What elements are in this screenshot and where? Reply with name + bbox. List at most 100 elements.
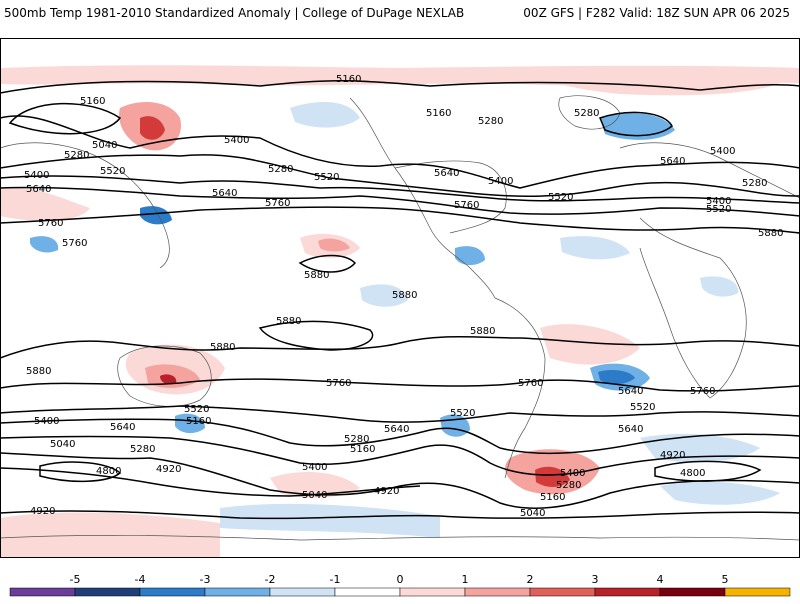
contour-label: 5640 [212, 188, 237, 199]
contour-label: 5640 [384, 424, 409, 435]
contour-label: 5280 [344, 434, 369, 445]
contour-5280-north [0, 115, 800, 189]
height-contours [0, 80, 800, 520]
contour-label: 5040 [92, 140, 117, 151]
contour-label: 5520 [706, 204, 731, 215]
contour-5640-north [0, 186, 800, 217]
australia-coast [117, 345, 212, 407]
contour-label: 5880 [470, 326, 495, 337]
contour-4800-left [39, 461, 122, 483]
contour-label: 5400 [710, 146, 735, 157]
contour-label: 5040 [302, 490, 327, 501]
cold-anomaly [140, 206, 172, 225]
contour-4800-right [654, 460, 762, 482]
contour-5760-north [0, 206, 800, 234]
contour-label: 5640 [660, 156, 685, 167]
contour-label: 5880 [758, 228, 783, 239]
contour-5400-north [0, 154, 800, 198]
cold-anomaly [560, 236, 630, 260]
model-run-info: 00Z GFS | F282 Valid: 18Z SUN APR 06 202… [523, 6, 790, 20]
contour-label: 5400 [24, 170, 49, 181]
contour-5520-north [0, 175, 800, 204]
cold-anomaly [220, 503, 440, 538]
contour-label: 4800 [96, 466, 121, 477]
warm-anomaly [0, 187, 90, 221]
cold-anomaly [660, 481, 780, 505]
contour-5160 [0, 80, 800, 94]
colorbar-swatch [399, 587, 466, 597]
africa-coast [639, 217, 747, 399]
cold-anomaly [700, 276, 739, 297]
contour-label: 5160 [540, 492, 565, 503]
contour-label: 5640 [434, 168, 459, 179]
cold-anomaly [175, 413, 205, 434]
contour-5280-south [0, 435, 800, 476]
contour-label: 5400 [34, 416, 59, 427]
contour-label: 5880 [26, 366, 51, 377]
colorbar-swatch [594, 587, 661, 597]
cold-anomaly [598, 370, 635, 385]
south-america-coast [494, 297, 546, 479]
warm-anomaly [140, 116, 165, 140]
contour-5160-small [8, 102, 122, 135]
contour-label: 5880 [210, 342, 235, 353]
colorbar-tick-label: 2 [527, 573, 534, 586]
colorbar-tick-label: -2 [265, 573, 276, 586]
contour-label: 4920 [660, 450, 685, 461]
contour-label: 5280 [64, 150, 89, 161]
contour-label: 5400 [488, 176, 513, 187]
contour-label: 5520 [314, 172, 339, 183]
contour-5640-south [0, 405, 800, 423]
cold-anomaly [640, 433, 760, 463]
north-america-coast [349, 97, 507, 299]
contour-label: 5280 [478, 116, 503, 127]
colorbar-swatch [529, 587, 596, 597]
contour-label: 5400 [224, 135, 249, 146]
contour-5760-south [0, 378, 800, 392]
contour-label: 5640 [110, 422, 135, 433]
contour-label: 5880 [276, 316, 301, 327]
contour-4920-bottom [0, 510, 800, 520]
contour-label: 5520 [548, 192, 573, 203]
contour-label: 5280 [574, 108, 599, 119]
contour-5040-south [0, 452, 800, 509]
contour-5880-north [298, 254, 357, 273]
contour-label: 5640 [618, 386, 643, 397]
contour-label: 5400 [706, 196, 731, 207]
contour-label: 5160 [80, 96, 105, 107]
warm-anomaly [160, 374, 177, 385]
colorbar-swatch [269, 587, 336, 597]
contour-label: 5520 [630, 402, 655, 413]
colorbar: -5 -4 -3 -2 -1 0 1 2 3 4 5 [0, 568, 800, 600]
warm-anomaly [540, 324, 640, 365]
contour-label: 5160 [426, 108, 451, 119]
greenland-coast [558, 95, 621, 130]
colorbar-tick-label: 1 [462, 573, 469, 586]
eurasia-coast [0, 142, 800, 269]
contour-label: 5280 [556, 480, 581, 491]
contour-label: 5880 [304, 270, 329, 281]
colorbar-tick-label: 0 [397, 573, 404, 586]
contour-label: 5760 [454, 200, 479, 211]
contour-label: 5280 [742, 178, 767, 189]
contour-label: 5160 [350, 444, 375, 455]
colorbar-swatch [724, 587, 791, 597]
colorbar-swatch [139, 587, 206, 597]
colorbar-tick-label: 5 [722, 573, 729, 586]
colorbar-tick-label: -3 [200, 573, 211, 586]
contour-5280-small [598, 111, 673, 137]
contour-label: 5640 [26, 184, 51, 195]
colorbar-swatch [74, 587, 141, 597]
cold-anomaly [30, 236, 59, 253]
warm-anomaly [540, 70, 790, 96]
colorbar-tick-label: 3 [592, 573, 599, 586]
contour-label: 5760 [518, 378, 543, 389]
contour-label: 4920 [374, 486, 399, 497]
contour-label: 5400 [302, 462, 327, 473]
contour-5880-center [258, 320, 374, 351]
contour-label: 5760 [326, 378, 351, 389]
contour-5880-south [0, 336, 800, 359]
contour-label: 5520 [100, 166, 125, 177]
contour-label: 5640 [618, 424, 643, 435]
contour-label: 5520 [450, 408, 475, 419]
